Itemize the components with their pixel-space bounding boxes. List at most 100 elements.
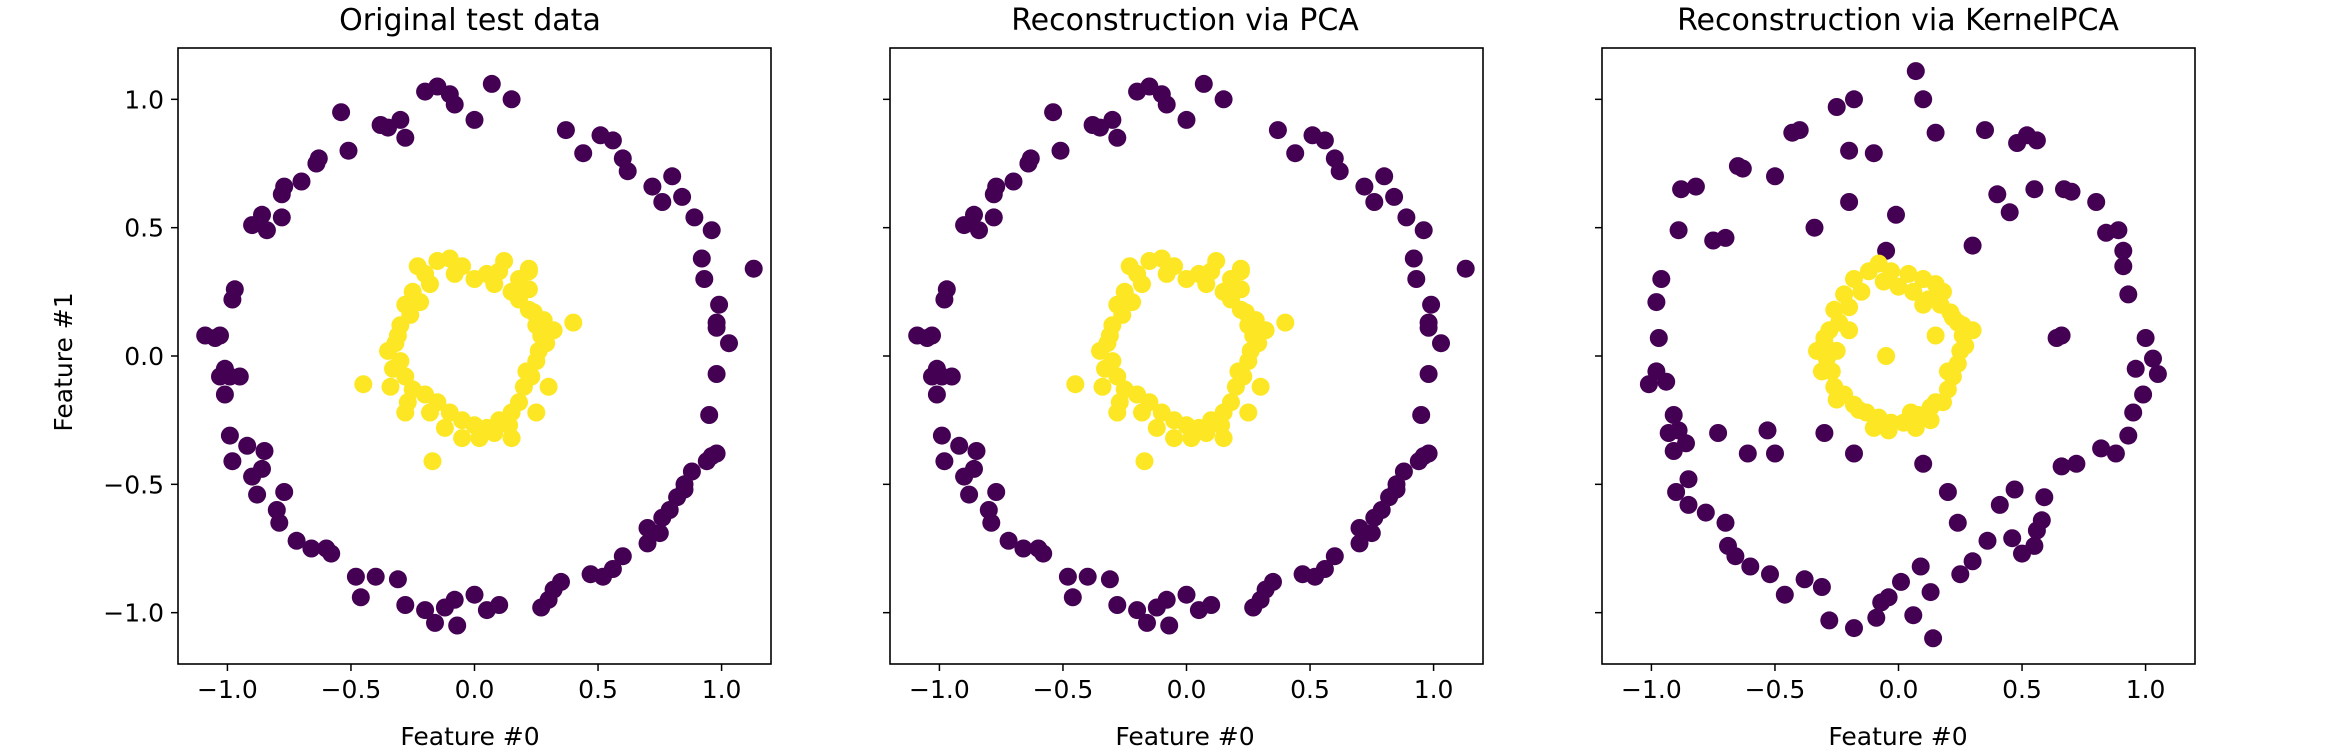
scatter-point-outer	[1758, 421, 1777, 440]
panel-title: Reconstruction via KernelPCA	[1677, 3, 2119, 38]
scatter-point-outer	[257, 221, 276, 240]
scatter-point-outer	[1264, 572, 1282, 591]
scatter-point-outer	[465, 585, 484, 604]
scatter-point-inner	[1091, 341, 1109, 360]
scatter-point-outer	[603, 560, 622, 578]
scatter-point-outer	[2032, 511, 2051, 530]
scatter-point-outer	[2003, 529, 2022, 548]
scatter-point-outer	[1147, 598, 1166, 617]
scatter-point-outer	[700, 406, 719, 424]
scatter-point-outer	[1397, 208, 1416, 227]
scatter-point-outer	[1887, 205, 1905, 224]
scatter-point-inner	[1133, 275, 1151, 294]
plot-frame	[889, 47, 1484, 665]
scatter-point-inner	[1906, 418, 1925, 437]
scatter-point-inner	[1222, 393, 1240, 412]
scatter-point-inner	[1251, 377, 1270, 396]
scatter-point-outer	[960, 485, 979, 504]
scatter-point-outer	[1412, 406, 1431, 424]
scatter-point-inner	[379, 341, 397, 360]
scatter-point-outer	[1315, 560, 1334, 578]
scatter-point-outer	[574, 144, 593, 163]
scatter-point-inner	[1231, 280, 1250, 299]
scatter-point-inner	[527, 403, 546, 422]
scatter-point-outer	[1696, 503, 1715, 522]
scatter-point-inner	[1889, 277, 1908, 296]
scatter-point-inner	[1066, 375, 1085, 394]
scatter-point-outer	[243, 467, 262, 486]
scatter-point-outer	[1375, 167, 1394, 186]
scatter-point-outer	[685, 208, 704, 227]
scatter-point-inner	[1214, 429, 1233, 448]
scatter-point-outer	[1432, 334, 1450, 353]
scatter-point-outer	[1914, 90, 1933, 109]
panel-original: Original test data Feature #0 Feature #1…	[49, 3, 772, 750]
x-tick-label: 0.5	[2002, 675, 2042, 704]
scatter-point-outer	[935, 452, 954, 471]
scatter-point-outer	[1414, 221, 1433, 240]
axis-ticks: −1.0 −0.5 0.0 0.5 1.0 −1.0 −0.5 0.0 0.5 1.0	[103, 85, 741, 704]
x-tick-label: 0.5	[1290, 675, 1330, 704]
scatter-point-outer	[2027, 131, 2046, 150]
scatter-point-outer	[1741, 557, 1760, 576]
scatter-point-outer	[1733, 159, 1752, 178]
x-tick-label: 1.0	[2126, 675, 2166, 704]
scatter-point-inner	[1840, 298, 1859, 317]
scatter-point-outer	[243, 216, 262, 235]
scatter-point-outer	[1639, 375, 1658, 394]
scatter-point-outer	[2144, 349, 2162, 368]
scatter-point-outer	[675, 480, 694, 499]
scatter-point-outer	[1815, 424, 1834, 442]
scatter-point-outer	[426, 613, 444, 632]
scatter-point-inner	[1236, 303, 1255, 322]
scatter-point-inner	[1093, 377, 1112, 396]
scatter-point-outer	[982, 513, 1001, 532]
scatter-point-inner	[381, 377, 400, 396]
scatter-point-inner	[544, 321, 563, 340]
scatter-point-outer	[1414, 447, 1433, 466]
scatter-point-outer	[1659, 424, 1678, 442]
scatter-point-outer	[1078, 567, 1097, 586]
scatter-point-outer	[1657, 372, 1676, 391]
scatter-point-outer	[1867, 608, 1886, 627]
scatter-point-outer	[1906, 62, 1925, 81]
scatter-point-outer	[1948, 513, 1967, 532]
scatter-point-outer	[1128, 601, 1147, 620]
scatter-point-outer	[1840, 193, 1859, 211]
scatter-point-outer	[440, 85, 459, 104]
scatter-point-outer	[692, 249, 711, 268]
scatter-point-outer	[1766, 167, 1784, 186]
scatter-point-inner	[396, 403, 415, 422]
scatter-point-inner	[465, 270, 484, 288]
scatter-point-outer	[1014, 539, 1033, 558]
scatter-point-outer	[1664, 442, 1683, 460]
scatter-point-outer	[220, 426, 239, 445]
scatter-point-outer	[366, 567, 385, 586]
scatter-point-outer	[1029, 539, 1048, 558]
scatter-point-outer	[2136, 329, 2155, 347]
scatter-point-inner	[423, 452, 442, 471]
scatter-point-outer	[2148, 365, 2167, 383]
panel-pca: Reconstruction via PCA Feature #0 −1.0 −0…	[883, 3, 1484, 750]
scatter-point-inner	[1229, 362, 1248, 381]
scatter-point-outer	[1251, 590, 1270, 609]
scatter-point-outer	[1202, 596, 1221, 614]
scatter-point-outer	[2087, 193, 2106, 211]
scatter-point-inner	[1231, 259, 1250, 278]
scatter-point-outer	[1387, 480, 1406, 499]
scatter-point-inner	[1943, 308, 1962, 327]
scatter-point-outer	[1051, 141, 1070, 160]
x-tick-label: −0.5	[1745, 675, 1806, 704]
scatter-point-outer	[932, 426, 951, 445]
scatter-point-outer	[2000, 203, 2019, 222]
scatter-point-outer	[1350, 519, 1369, 537]
scatter-point-outer	[1100, 570, 1119, 589]
scatter-point-inner	[1827, 390, 1846, 409]
scatter-point-outer	[707, 313, 726, 332]
scatter-point-outer	[1325, 149, 1344, 168]
scatter-point-outer	[591, 126, 610, 145]
scatter-point-outer	[2035, 488, 2054, 507]
scatter-point-inner	[1899, 264, 1918, 283]
scatter-point-outer	[302, 539, 321, 558]
scatter-point-outer	[682, 462, 701, 481]
